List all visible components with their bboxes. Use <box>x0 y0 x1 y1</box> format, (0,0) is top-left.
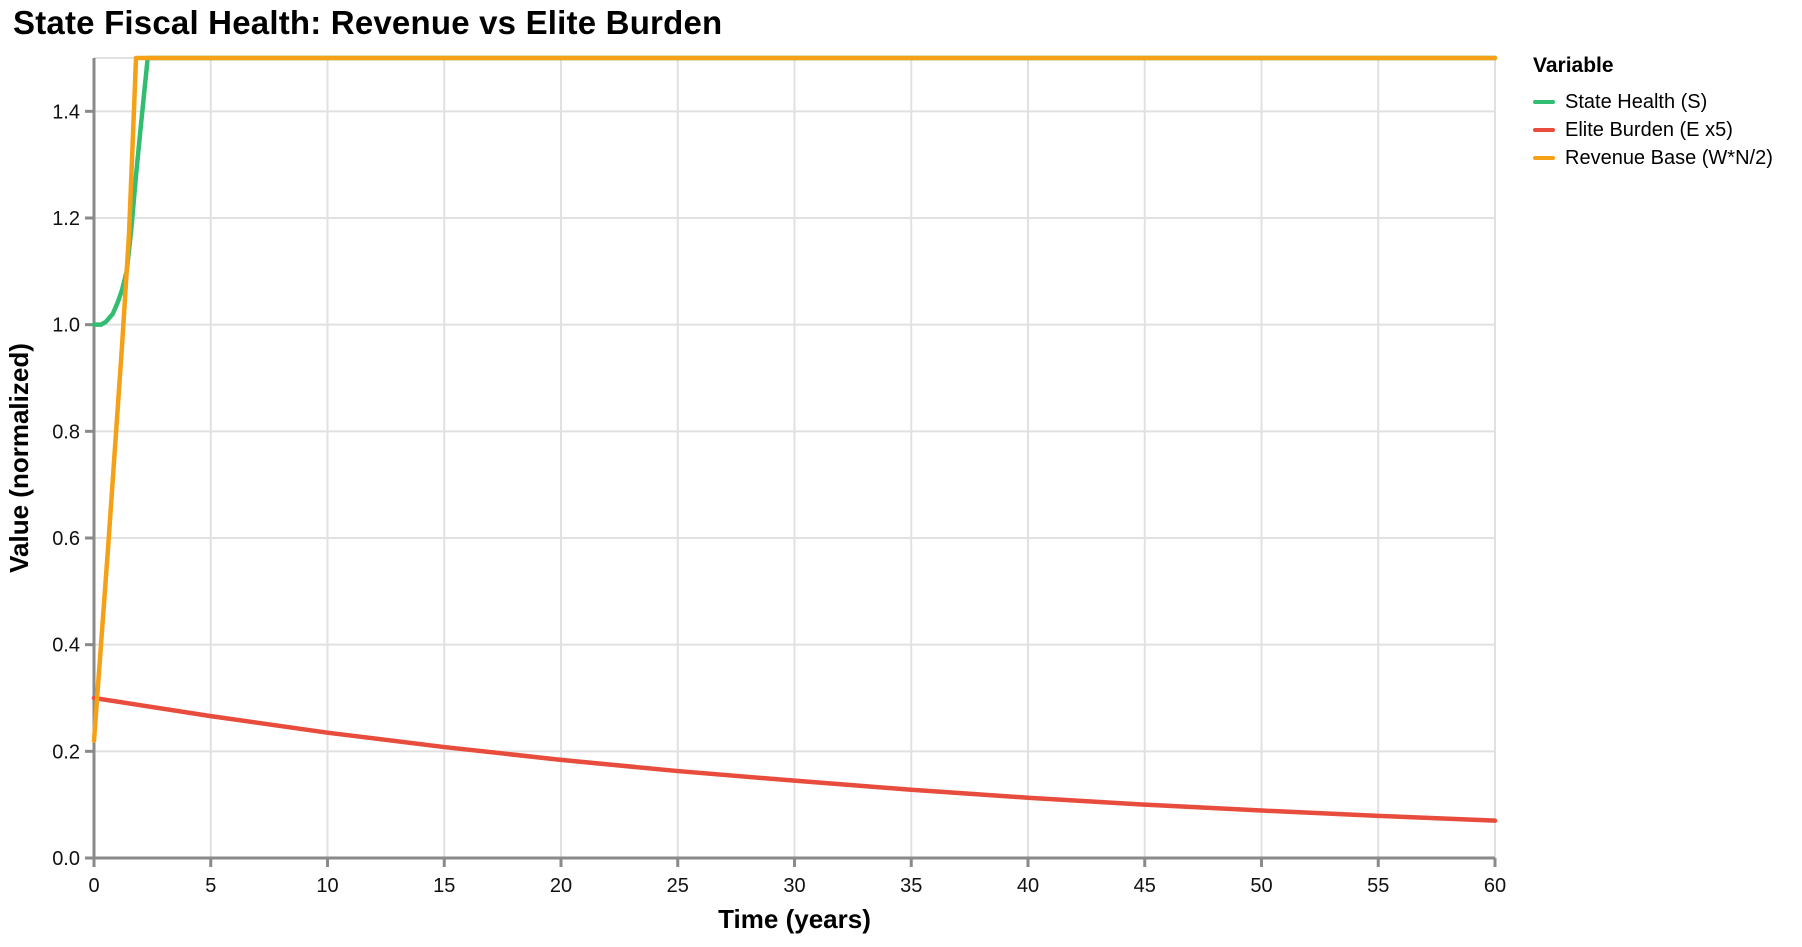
series-line-revenue-base-w-n-2 <box>91 55 1498 743</box>
x-tick-label: 35 <box>900 875 922 897</box>
x-tick-label: 30 <box>783 875 805 897</box>
x-tick-label: 50 <box>1250 875 1272 897</box>
x-tick-label: 20 <box>550 875 572 897</box>
y-tick-label: 1.4 <box>52 101 80 123</box>
x-tick-label: 60 <box>1484 875 1506 897</box>
x-axis-title: Time (years) <box>718 904 871 934</box>
legend-item-label: State Health (S) <box>1565 91 1708 113</box>
x-tick-label: 5 <box>205 875 216 897</box>
y-tick-label: 1.2 <box>52 208 80 230</box>
legend-swatch-icon <box>1533 128 1555 132</box>
y-tick-label: 0.8 <box>52 421 80 443</box>
legend-title: Variable <box>1533 54 1614 77</box>
x-tick-label: 45 <box>1134 875 1156 897</box>
x-tick-label: 55 <box>1367 875 1389 897</box>
legend-item-label: Elite Burden (E x5) <box>1565 119 1733 141</box>
legend-items: State Health (S) Elite Burden (E x5) Reven… <box>1533 88 1793 172</box>
gridlines <box>94 58 1496 858</box>
legend-item: Elite Burden (E x5) <box>1533 116 1793 144</box>
x-tick-label: 0 <box>88 875 99 897</box>
x-axis-tick-labels: 0 5 10 15 20 25 30 35 40 45 50 55 60 <box>88 875 1506 897</box>
y-axis-title: Value (normalized) <box>4 343 34 573</box>
y-tick-label: 0.0 <box>52 848 80 870</box>
legend-item-label: Revenue Base (W*N/2) <box>1565 147 1773 169</box>
axis-ticks <box>85 109 1497 867</box>
x-tick-label: 25 <box>667 875 689 897</box>
legend: Variable State Health (S) Elite Burden (E… <box>1533 54 1793 172</box>
x-tick-label: 10 <box>316 875 338 897</box>
y-tick-label: 0.2 <box>52 741 80 763</box>
chart-title: State Fiscal Health: Revenue vs Elite Bu… <box>13 4 723 41</box>
x-tick-label: 40 <box>1017 875 1039 897</box>
legend-swatch-icon <box>1533 100 1555 104</box>
series-line-elite-burden-e-x5 <box>91 695 1498 823</box>
legend-item: State Health (S) <box>1533 88 1793 116</box>
series-lines <box>91 55 1498 823</box>
y-axis-tick-labels: 0.0 0.2 0.4 0.6 0.8 1.0 1.2 1.4 <box>52 101 80 870</box>
x-tick-label: 15 <box>433 875 455 897</box>
y-tick-label: 0.4 <box>52 635 80 657</box>
y-tick-label: 0.6 <box>52 528 80 550</box>
y-tick-label: 1.0 <box>52 315 80 337</box>
legend-swatch-icon <box>1533 156 1555 160</box>
legend-item: Revenue Base (W*N/2) <box>1533 144 1793 172</box>
